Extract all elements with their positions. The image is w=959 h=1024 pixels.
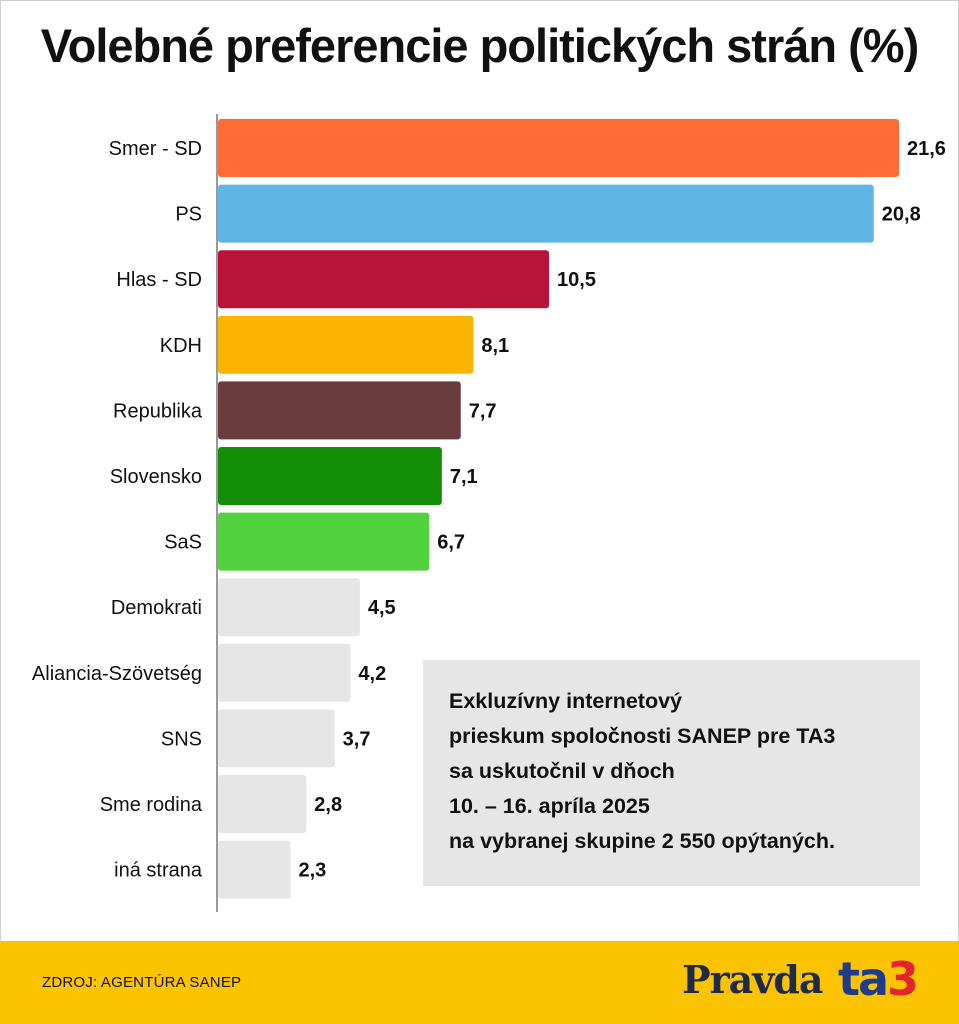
note-line-1: Exkluzívny internetový — [449, 689, 682, 713]
value-label-4: 7,7 — [469, 400, 497, 422]
category-label-10: Sme rodina — [100, 794, 203, 816]
bar-6 — [218, 512, 430, 571]
ta3-logo-3: 3 — [887, 952, 919, 1006]
bar-11 — [218, 840, 291, 899]
note-line-2: prieskum spoločnosti SANEP pre TA3 — [449, 724, 836, 748]
category-label-2: Hlas - SD — [116, 269, 202, 291]
note-line-4: 10. – 16. apríla 2025 — [449, 794, 650, 818]
bar-chart: Smer - SD 21,6 PS 20,8 Hlas - SD 10,5 KDH 8,1 Re… — [32, 114, 946, 912]
value-label-6: 6,7 — [437, 532, 465, 554]
value-label-7: 4,5 — [368, 597, 396, 619]
category-label-7: Demokrati — [111, 597, 202, 619]
bar-7 — [218, 578, 360, 637]
category-label-6: SaS — [164, 532, 202, 554]
value-label-11: 2,3 — [299, 860, 327, 882]
bar-9 — [218, 709, 335, 768]
category-label-0: Smer - SD — [109, 138, 202, 160]
value-label-3: 8,1 — [481, 335, 509, 357]
value-label-5: 7,1 — [450, 466, 478, 488]
ta3-logo-ta: ta — [838, 952, 889, 1006]
note-line-5: na vybranej skupine 2 550 opýtaných. — [449, 829, 835, 853]
category-label-9: SNS — [161, 728, 202, 750]
category-label-5: Slovensko — [110, 466, 202, 488]
category-label-4: Republika — [113, 400, 203, 422]
note-line-3: sa uskutočnil v dňoch — [449, 759, 675, 783]
value-label-2: 10,5 — [557, 269, 596, 291]
footer-bar: ZDROJ: AGENTÚRA SANEP Pravda ta3 — [0, 941, 959, 1024]
bar-8 — [218, 643, 351, 702]
value-label-0: 21,6 — [907, 138, 946, 160]
category-label-3: KDH — [160, 335, 202, 357]
bar-1 — [218, 184, 874, 243]
source-text: ZDROJ: AGENTÚRA SANEP — [42, 974, 242, 991]
bar-5 — [218, 447, 442, 505]
bar-3 — [218, 315, 474, 374]
bar-10 — [218, 775, 307, 833]
pravda-logo: Pravda — [682, 957, 823, 1002]
category-label-1: PS — [175, 204, 202, 226]
value-label-10: 2,8 — [314, 794, 342, 816]
survey-note: Exkluzívny internetový prieskum spoločno… — [423, 660, 920, 886]
bars-group: Smer - SD 21,6 PS 20,8 Hlas - SD 10,5 KDH 8,1 Re… — [32, 119, 946, 899]
chart-title: Volebné preferencie politických strán (%… — [40, 19, 920, 72]
category-label-11: iná strana — [114, 860, 203, 882]
value-label-8: 4,2 — [358, 663, 386, 685]
value-label-1: 20,8 — [882, 204, 921, 226]
category-label-8: Aliancia-Szövetség — [32, 663, 202, 685]
bar-0 — [218, 119, 899, 177]
ta3-logo: ta3 — [838, 952, 919, 1006]
value-label-9: 3,7 — [343, 728, 371, 750]
bar-2 — [218, 250, 550, 309]
bar-4 — [218, 381, 461, 440]
